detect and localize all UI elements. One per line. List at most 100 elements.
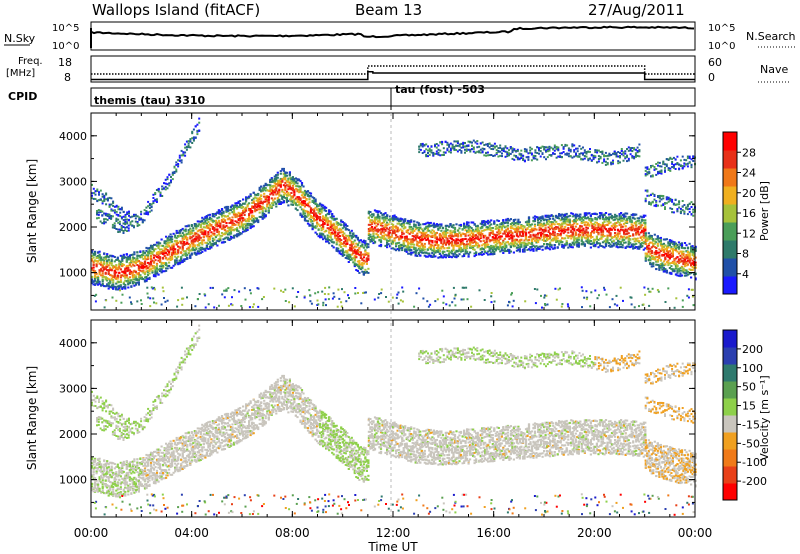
echo-cell bbox=[159, 248, 162, 251]
echo-cell bbox=[186, 247, 189, 250]
echo-cell bbox=[226, 205, 230, 208]
echo-cell bbox=[239, 217, 242, 220]
echo-cell bbox=[242, 212, 245, 214]
echo-cell bbox=[245, 223, 248, 226]
echo-cell bbox=[444, 242, 447, 245]
echo-cell bbox=[282, 201, 285, 204]
echo-cell bbox=[305, 198, 308, 201]
echo-cell bbox=[313, 208, 316, 211]
echo-cell bbox=[476, 244, 479, 247]
echo-cell bbox=[242, 223, 245, 226]
echo-cell bbox=[322, 238, 325, 241]
echo-cell bbox=[328, 242, 331, 245]
echo-cell bbox=[467, 224, 470, 227]
echo-cell bbox=[395, 226, 398, 229]
echo-cell bbox=[467, 221, 470, 224]
echo-cell bbox=[387, 223, 390, 226]
echo-cell bbox=[178, 247, 181, 250]
echo-cell bbox=[232, 223, 236, 226]
echo-cell bbox=[201, 232, 204, 235]
echo-cell bbox=[109, 281, 112, 284]
echo-cell bbox=[449, 224, 452, 227]
echo-cell bbox=[331, 224, 334, 227]
echo-cell bbox=[127, 283, 130, 286]
echo-cell bbox=[275, 179, 278, 182]
echo-cell bbox=[461, 250, 464, 253]
echo-cell bbox=[390, 236, 393, 238]
echo-cell bbox=[607, 218, 611, 221]
echo-cell bbox=[463, 247, 466, 250]
echo-cell bbox=[204, 247, 207, 250]
echo-cell bbox=[281, 196, 284, 199]
echo-cell bbox=[257, 205, 260, 208]
echo-cell bbox=[242, 219, 245, 222]
echo-cell bbox=[288, 174, 291, 177]
echo-cell bbox=[252, 215, 255, 218]
echo-cell bbox=[187, 251, 190, 254]
echo-cell bbox=[402, 219, 405, 222]
echo-cell bbox=[175, 257, 178, 260]
echo-cell bbox=[119, 263, 122, 266]
echo-cell bbox=[162, 256, 165, 259]
echo-cell bbox=[320, 236, 323, 239]
echo-cell bbox=[423, 246, 426, 248]
echo-cell bbox=[343, 237, 346, 240]
echo-cell bbox=[340, 249, 343, 252]
echo-cell bbox=[470, 245, 473, 248]
echo-cell bbox=[334, 227, 337, 230]
echo-cell bbox=[379, 245, 383, 248]
echo-cell bbox=[116, 258, 119, 261]
echo-cell bbox=[190, 229, 193, 232]
echo-cell bbox=[308, 191, 311, 194]
echo-cell bbox=[106, 277, 109, 280]
echo-cell bbox=[353, 245, 356, 248]
echo-cell bbox=[109, 261, 112, 264]
echo-cell bbox=[143, 255, 147, 258]
echo-cell bbox=[98, 273, 101, 276]
echo-cell bbox=[425, 239, 428, 241]
echo-cell bbox=[109, 268, 112, 271]
echo-cell bbox=[236, 235, 239, 238]
echo-cell bbox=[254, 220, 257, 223]
echo-cell bbox=[148, 265, 151, 268]
echo-cell bbox=[151, 271, 154, 274]
echo-cell bbox=[614, 228, 617, 231]
echo-cell bbox=[118, 284, 121, 287]
echo-cell bbox=[202, 223, 205, 226]
echo-cell bbox=[620, 212, 623, 214]
echo-cell bbox=[313, 209, 316, 212]
echo-cell bbox=[121, 274, 124, 277]
echo-cell bbox=[410, 253, 413, 256]
echo-cell bbox=[125, 274, 128, 277]
echo-cell bbox=[571, 212, 574, 215]
echo-cell bbox=[362, 241, 365, 244]
echo-cell bbox=[461, 239, 464, 242]
echo-cell bbox=[459, 250, 463, 253]
echo-cell bbox=[423, 228, 426, 231]
echo-cell bbox=[217, 221, 220, 224]
echo-cell bbox=[340, 219, 343, 222]
echo-cell bbox=[367, 216, 370, 219]
echo-cell bbox=[113, 272, 116, 274]
echo-cell bbox=[302, 191, 305, 194]
echo-cell bbox=[319, 216, 322, 219]
echo-cell bbox=[369, 220, 372, 223]
echo-cell bbox=[115, 282, 118, 285]
echo-cell bbox=[112, 283, 115, 286]
echo-cell bbox=[313, 197, 316, 200]
echo-cell bbox=[133, 253, 136, 256]
echo-cell bbox=[124, 287, 127, 290]
echo-cell bbox=[258, 204, 261, 207]
echo-cell bbox=[402, 232, 405, 235]
echo-cell bbox=[591, 218, 594, 221]
echo-cell bbox=[308, 213, 311, 216]
echo-cell bbox=[154, 266, 157, 269]
echo-cell bbox=[335, 234, 338, 237]
echo-cell bbox=[396, 227, 399, 230]
echo-cell bbox=[211, 227, 214, 230]
echo-cell bbox=[314, 231, 317, 234]
echo-cell bbox=[453, 252, 457, 255]
echo-cell bbox=[526, 228, 529, 230]
echo-cell bbox=[624, 215, 627, 218]
echo-cell bbox=[207, 237, 210, 240]
